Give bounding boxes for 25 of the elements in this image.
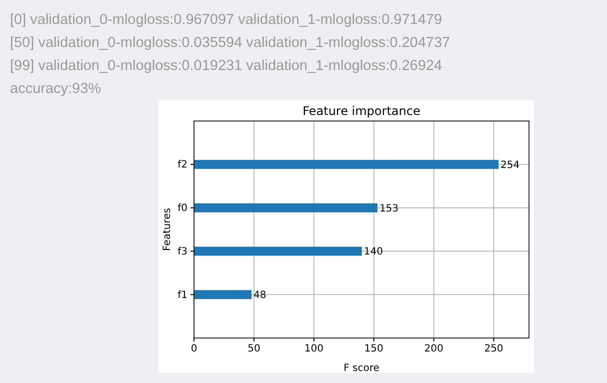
text: [0] validation_0-mlogloss:0.967097 validation_1-mlogloss:0.971479	[10, 12, 442, 28]
x-tick-label: 250	[484, 344, 504, 355]
x-tick-label: 150	[364, 344, 384, 355]
x-tick-label: 0	[190, 344, 198, 355]
data-label: 48	[254, 290, 266, 302]
data-label: 140	[364, 246, 383, 258]
bar	[194, 203, 378, 212]
y-tick-label: f1	[178, 290, 188, 301]
y-tick-label: f3	[178, 246, 188, 258]
chart-title: Feature importance	[302, 104, 420, 118]
bar	[194, 290, 252, 300]
bar	[194, 246, 362, 256]
x-tick-label: 100	[304, 344, 324, 355]
y-tick-label: f0	[178, 203, 188, 214]
x-tick-label: 200	[424, 344, 444, 355]
y-tick-label: f2	[178, 160, 188, 171]
data-label: 153	[379, 203, 399, 214]
text: accuracy:93%	[10, 81, 102, 97]
text: [99] validation_0-mlogloss:0.019231 validation_1-mlogloss:0.26924	[10, 58, 442, 74]
bar	[194, 160, 499, 169]
text: [50] validation_0-mlogloss:0.035594 validation_1-mlogloss:0.204737	[10, 35, 450, 51]
data-label: 254	[500, 160, 520, 171]
x-axis-title: F score	[344, 363, 380, 374]
x-tick-label: 50	[248, 344, 260, 355]
y-axis-title: Features	[162, 208, 173, 251]
